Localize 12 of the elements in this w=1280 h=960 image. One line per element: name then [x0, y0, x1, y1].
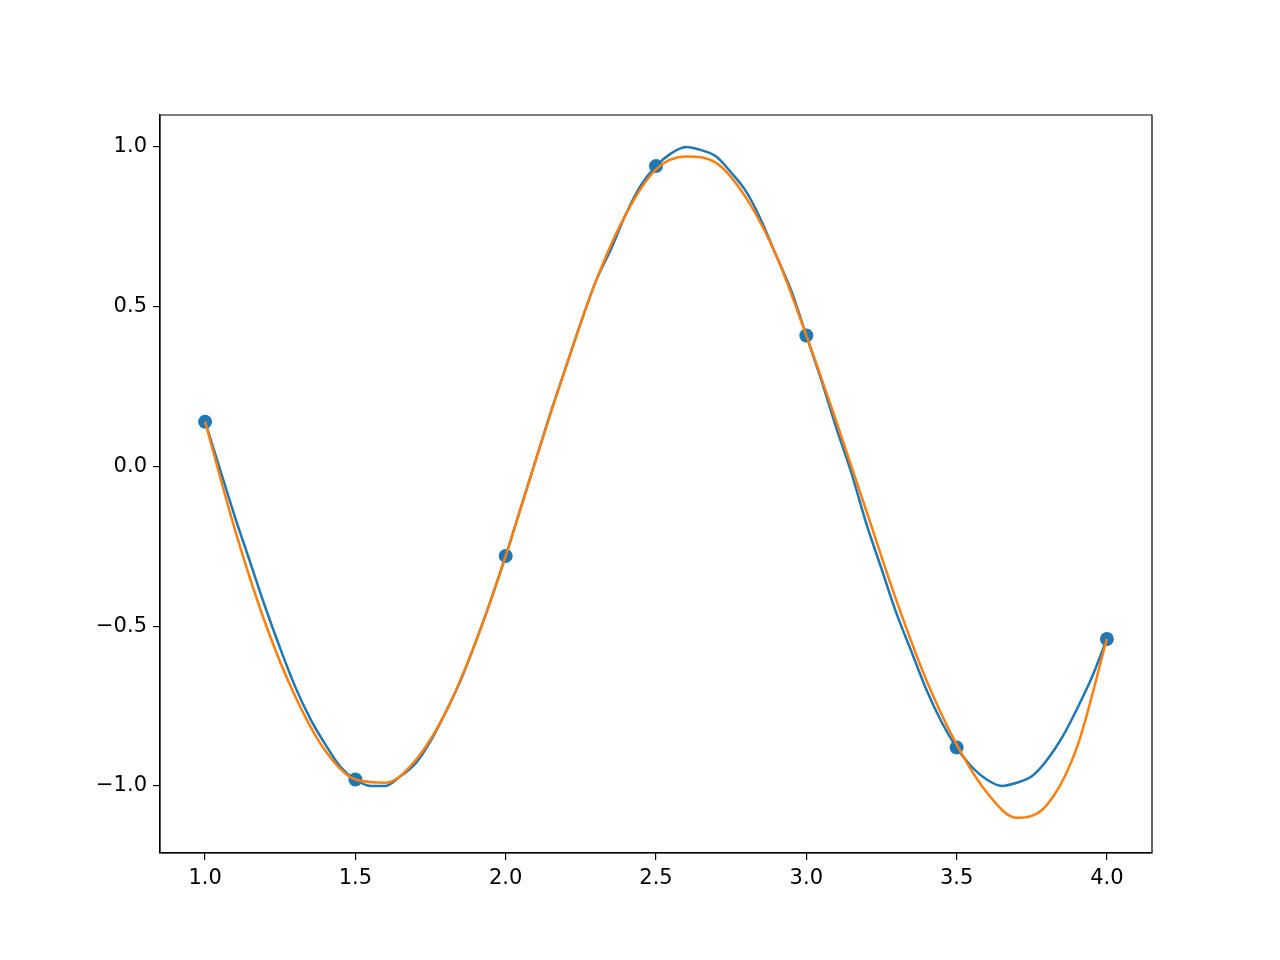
x-tick-label: 4.0: [1090, 865, 1124, 890]
y-tick-label: −1.0: [96, 772, 147, 797]
y-tick-label: 0.5: [113, 293, 147, 318]
y-tick-label: −0.5: [96, 612, 147, 637]
x-tick-label: 1.5: [338, 865, 373, 890]
x-tick-label: 2.5: [639, 865, 673, 890]
y-tick-label: 1.0: [113, 133, 147, 158]
x-tick-label: 3.5: [939, 865, 974, 890]
x-tick-label: 2.0: [488, 865, 523, 890]
x-tick-label: 1.0: [188, 865, 222, 890]
x-tick-label: 3.0: [789, 865, 824, 890]
y-tick-label: 0.0: [113, 452, 147, 477]
